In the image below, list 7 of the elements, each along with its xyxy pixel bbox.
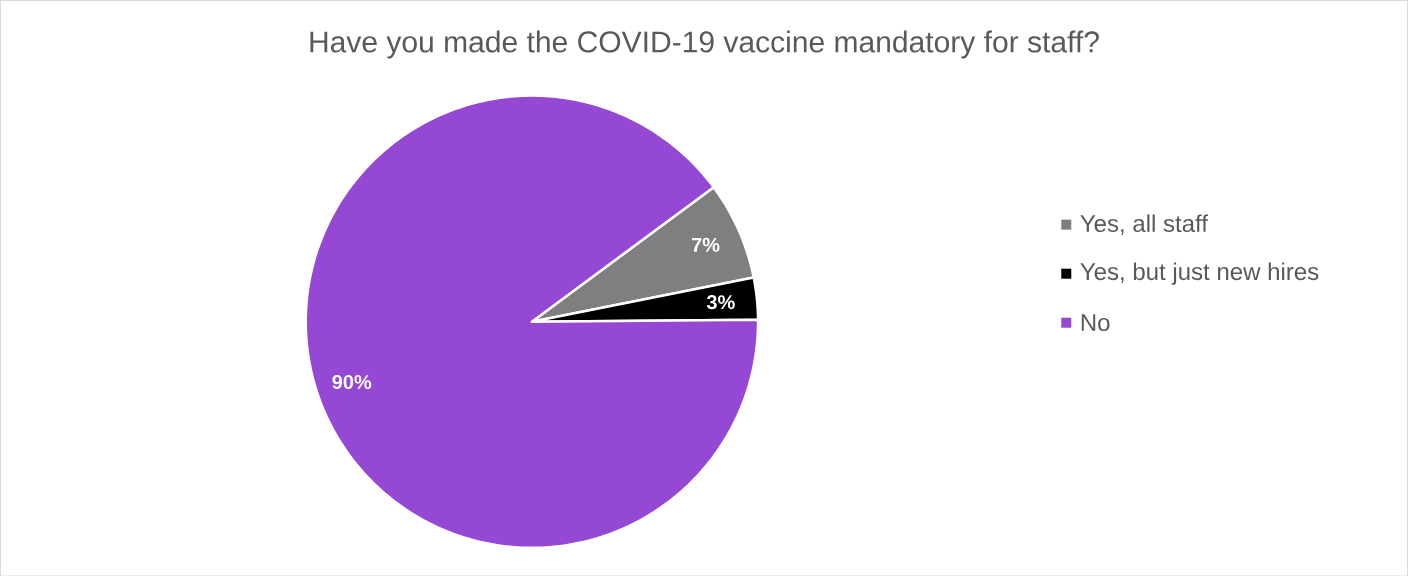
data-label: 3% <box>706 294 735 310</box>
legend-label: Yes, but just new hires <box>1080 262 1319 285</box>
legend-label: No <box>1081 314 1110 331</box>
chart-title: Have you made the COVID-19 vaccine mandatory for staff? <box>310 30 1099 59</box>
legend-label: Yes, all staff <box>1080 214 1209 235</box>
data-label: 7% <box>691 237 720 252</box>
data-label: 90% <box>332 374 372 389</box>
